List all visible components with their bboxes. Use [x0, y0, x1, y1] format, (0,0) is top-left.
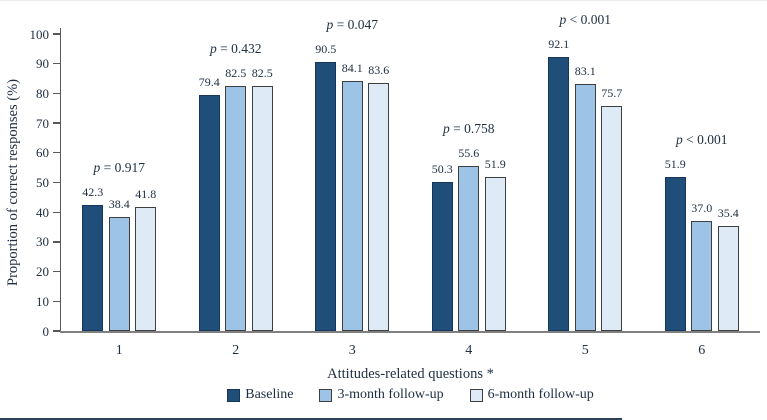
- bar-baseline-q6: [664, 176, 686, 331]
- chart-legend: Baseline 3-month follow-up 6-month follow-…: [61, 387, 760, 403]
- x-category-label: 6: [698, 343, 706, 358]
- y-tick-mark: [52, 33, 60, 35]
- bar-6-month-q3: [368, 82, 390, 331]
- y-tick-label: 100: [29, 26, 50, 42]
- y-tick-label: 40: [36, 204, 49, 220]
- y-tick-label: 80: [36, 85, 49, 101]
- bar-value-label: 83.1: [574, 64, 596, 79]
- bar-value-label: 41.8: [135, 186, 157, 201]
- y-tick-mark: [52, 270, 60, 273]
- bar-3-month-q1: [108, 216, 130, 331]
- bar-6-month-q5: [601, 106, 623, 331]
- bar-baseline-q2: [198, 95, 220, 331]
- bar-6-month-q1: [135, 206, 157, 331]
- bar-value-label: 83.6: [368, 62, 390, 77]
- x-category-label: 1: [115, 343, 123, 358]
- legend-label: 3-month follow-up: [337, 387, 444, 402]
- legend-label: 6-month follow-up: [487, 387, 594, 402]
- bar-value-label: 50.3: [431, 161, 453, 176]
- x-axis-line: [59, 331, 760, 333]
- legend-item: 3-month follow-up: [319, 387, 444, 403]
- bar-value-label: 55.6: [458, 145, 480, 160]
- bar-6-month-q6: [717, 225, 739, 331]
- y-tick-mark: [52, 211, 60, 213]
- legend-swatch-icon: [319, 388, 333, 402]
- x-category-label: 3: [348, 343, 356, 358]
- bar-value-label: 82.5: [225, 65, 247, 80]
- p-value-label: p < 0.001: [676, 131, 728, 147]
- bar-baseline-q4: [431, 181, 453, 331]
- bottom-border-line: [0, 418, 622, 420]
- y-tick-label: 60: [36, 145, 49, 161]
- y-tick-label: 50: [36, 175, 49, 190]
- bar-value-label: 37.0: [691, 201, 713, 216]
- bar-3-month-q4: [458, 165, 480, 331]
- bar-6-month-q2: [251, 85, 273, 331]
- x-category-label: 2: [232, 343, 240, 358]
- bar-value-label: 90.5: [315, 42, 337, 57]
- y-tick-label: 70: [36, 115, 49, 131]
- y-tick-mark: [52, 330, 60, 332]
- legend-item: Baseline: [227, 387, 293, 403]
- y-tick-label: 20: [36, 264, 49, 280]
- y-tick-mark: [52, 181, 60, 184]
- p-value-label: p = 0.917: [93, 160, 146, 176]
- legend-swatch-icon: [469, 388, 483, 402]
- bar-value-label: 51.9: [664, 156, 686, 171]
- y-tick-mark: [52, 63, 60, 65]
- bar-value-label: 35.4: [717, 205, 739, 220]
- bar-value-label: 79.4: [198, 75, 220, 90]
- bar-value-label: 82.5: [251, 65, 273, 80]
- y-tick-mark: [52, 300, 60, 302]
- x-category-label: 5: [581, 343, 589, 358]
- legend-label: Baseline: [245, 387, 294, 402]
- y-tick-mark: [52, 152, 60, 154]
- legend-swatch-icon: [227, 388, 241, 402]
- y-tick-label: 10: [36, 293, 49, 309]
- bar-value-label: 38.4: [108, 196, 130, 211]
- bar-baseline-q3: [315, 62, 337, 331]
- bar-baseline-q5: [548, 57, 570, 331]
- bar-value-label: 92.1: [548, 37, 570, 52]
- bar-3-month-q3: [341, 81, 363, 331]
- y-tick-label: 0: [42, 323, 50, 339]
- bar-value-label: 51.9: [484, 156, 506, 171]
- bar-value-label: 75.7: [601, 86, 623, 101]
- p-value-label: p = 0.758: [443, 120, 495, 136]
- bar-3-month-q2: [225, 85, 247, 331]
- p-value-label: p < 0.001: [559, 12, 612, 28]
- bar-6-month-q4: [484, 176, 506, 331]
- top-border-line: [0, 0, 767, 1]
- p-value-label: p = 0.432: [210, 40, 262, 56]
- p-value-label: p = 0.047: [326, 17, 379, 33]
- bar-3-month-q5: [574, 84, 596, 331]
- legend-item: 6-month follow-up: [469, 387, 594, 403]
- y-tick-mark: [52, 122, 60, 124]
- bar-baseline-q1: [82, 205, 104, 331]
- bar-3-month-q6: [691, 221, 713, 331]
- y-tick-mark: [52, 241, 60, 243]
- y-tick-mark: [52, 92, 60, 95]
- x-category-label: 4: [465, 343, 473, 358]
- bar-value-label: 84.1: [341, 61, 363, 76]
- y-tick-label: 90: [36, 56, 49, 72]
- x-axis-title: Attitudes-related questions *: [327, 366, 494, 382]
- y-axis-line: [59, 28, 61, 332]
- bar-value-label: 42.3: [82, 185, 104, 200]
- y-tick-label: 30: [36, 234, 49, 250]
